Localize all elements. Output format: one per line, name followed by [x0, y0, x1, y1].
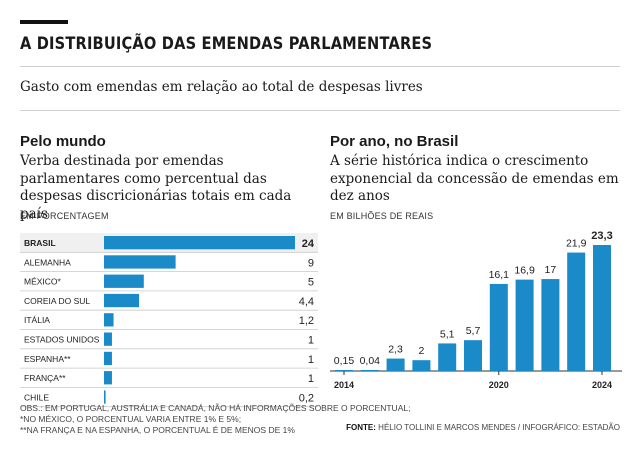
right-panel-heading: Por ano, no Brasil: [330, 133, 459, 150]
divider-middle: [20, 110, 620, 111]
country-label: ESPANHA**: [24, 354, 71, 364]
year-bar: [438, 343, 457, 371]
footnote-line: **NA FRANÇA E NA ESPANHA, O PORCENTUAL É…: [20, 425, 295, 435]
country-value-label: 24: [302, 238, 315, 250]
country-bar: [104, 371, 112, 385]
year-bar: [515, 279, 534, 371]
x-tick-label: 2014: [334, 380, 354, 390]
country-value-label: 1: [308, 335, 314, 347]
year-bar: [489, 283, 508, 371]
country-value-label: 9: [308, 257, 314, 269]
year-value-label: 0,15: [334, 355, 355, 367]
country-label: ESTADOS UNIDOS: [24, 335, 100, 345]
country-label: BRASIL: [24, 238, 56, 248]
divider-top: [20, 66, 620, 67]
year-bar: [386, 358, 405, 371]
year-bar: [335, 370, 353, 371]
source-credit: FONTE: HÉLIO TOLLINI E MARCOS MENDES / I…: [346, 423, 620, 432]
country-value-label: 1: [308, 354, 314, 366]
country-bar: [104, 274, 144, 288]
footnotes: OBS.: EM PORTUGAL, AUSTRÁLIA E CANADÁ, N…: [20, 403, 410, 436]
country-value-label: 1: [308, 373, 314, 385]
right-panel-description: A série histórica indica o crescimento e…: [330, 153, 619, 204]
country-label: FRANÇA**: [24, 373, 66, 383]
country-bar: [104, 332, 112, 346]
year-value-label: 23,3: [591, 230, 612, 242]
footnote-line: *NO MÉXICO, O PORCENTUAL VARIA ENTRE 1% …: [20, 414, 242, 424]
left-panel-unit: EM PORCENTAGEM: [20, 211, 109, 221]
year-value-label: 2: [418, 345, 424, 357]
year-bar: [360, 370, 379, 371]
year-value-label: 0,04: [360, 355, 381, 367]
x-tick-label: 2024: [592, 380, 612, 390]
country-value-label: 4,4: [299, 296, 314, 308]
year-value-label: 2,3: [388, 344, 403, 356]
year-bar: [541, 279, 560, 371]
year-value-label: 16,1: [489, 269, 510, 281]
country-bar: [104, 313, 114, 327]
year-bar: [412, 360, 431, 371]
left-panel-description: Verba destinada por emendas parlamentare…: [20, 153, 292, 222]
source-label: FONTE:: [346, 423, 376, 432]
country-value-label: 0,2: [299, 392, 314, 404]
country-bar: [104, 351, 112, 366]
country-bar: [104, 293, 140, 308]
country-label: ALEMANHA: [24, 257, 71, 267]
year-bar: [567, 252, 586, 371]
source-text: HÉLIO TOLLINI E MARCOS MENDES / INFOGRÁF…: [378, 423, 620, 432]
year-value-label: 21,9: [566, 238, 587, 250]
year-value-label: 5,1: [440, 328, 455, 340]
year-bar: [593, 245, 611, 371]
country-bar: [104, 390, 106, 404]
year-value-label: 16,9: [514, 265, 535, 277]
footnote-line: OBS.: EM PORTUGAL, AUSTRÁLIA E CANADÁ, N…: [20, 403, 411, 413]
year-bar: [464, 340, 482, 371]
country-bar: [104, 236, 295, 250]
country-label: MÉXICO*: [24, 277, 62, 287]
country-value-label: 5: [308, 277, 314, 289]
country-label: ITÁLIA: [24, 315, 50, 325]
year-value-label: 5,7: [466, 325, 481, 337]
country-label: COREIA DO SUL: [24, 296, 90, 306]
country-bar: [104, 255, 176, 269]
country-label: CHILE: [24, 392, 49, 402]
chart-title: A DISTRIBUIÇÃO DAS EMENDAS PARLAMENTARES: [20, 34, 433, 54]
chart-subtitle: Gasto com emendas em relação ao total de…: [20, 79, 423, 95]
right-panel-unit: EM BILHÕES DE REAIS: [330, 211, 434, 221]
left-panel-heading: Pelo mundo: [20, 133, 106, 150]
x-tick-label: 2020: [489, 380, 509, 390]
header-accent-bar: [20, 20, 68, 24]
year-value-label: 17: [545, 264, 557, 276]
country-value-label: 1,2: [299, 315, 314, 327]
